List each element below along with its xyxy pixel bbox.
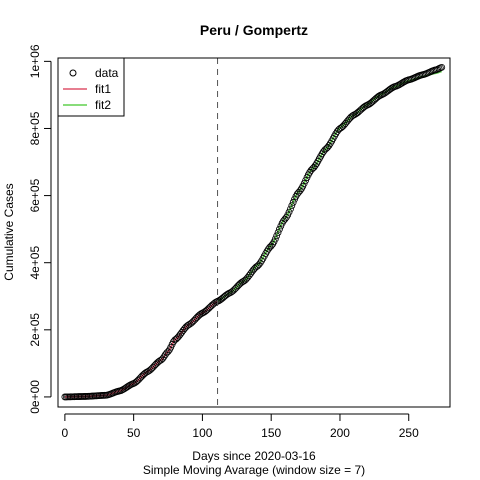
legend-fit2-label: fit2 xyxy=(95,98,111,112)
x-axis: 0 50 100 150 200 250 xyxy=(62,413,419,440)
data-point xyxy=(289,198,297,206)
y-tick-label: 2e+05 xyxy=(28,313,42,347)
x-tick-label: 0 xyxy=(62,426,69,440)
data-point xyxy=(438,63,446,71)
legend-box xyxy=(57,57,125,117)
x-tick-label: 150 xyxy=(261,426,281,440)
legend: data fit1 fit2 xyxy=(57,57,125,117)
plot-points xyxy=(61,63,446,401)
legend-fit1-label: fit1 xyxy=(95,82,111,96)
y-tick-label: 0e+00 xyxy=(28,380,42,414)
data-point xyxy=(288,202,296,210)
x-tick-label: 250 xyxy=(399,426,419,440)
data-point xyxy=(271,235,279,243)
y-tick-label: 1e+06 xyxy=(28,44,42,78)
x-tick-label: 200 xyxy=(330,426,350,440)
x-tick-label: 50 xyxy=(127,426,141,440)
y-tick-label: 6e+05 xyxy=(28,178,42,212)
y-tick-label: 4e+05 xyxy=(28,246,42,280)
fit2-line xyxy=(217,70,442,303)
x-axis-sublabel: Simple Moving Avarage (window size = 7) xyxy=(143,463,365,477)
data-point xyxy=(274,229,282,236)
x-tick-label: 100 xyxy=(192,426,212,440)
legend-data-symbol xyxy=(69,69,77,77)
x-axis-label: Days since 2020-03-16 xyxy=(192,449,316,463)
y-axis: 0e+00 2e+05 4e+05 6e+05 8e+05 1e+06 xyxy=(28,44,52,414)
y-tick-label: 8e+05 xyxy=(28,111,42,145)
y-axis-label: Cumulative Cases xyxy=(2,183,16,280)
chart-title: Peru / Gompertz xyxy=(200,22,308,38)
plot-lines xyxy=(64,70,442,398)
legend-data-label: data xyxy=(95,66,119,80)
data-point xyxy=(273,232,281,240)
data-point xyxy=(285,208,293,216)
data-point xyxy=(287,205,294,213)
data-point xyxy=(276,225,283,233)
plot-frame xyxy=(57,57,451,408)
